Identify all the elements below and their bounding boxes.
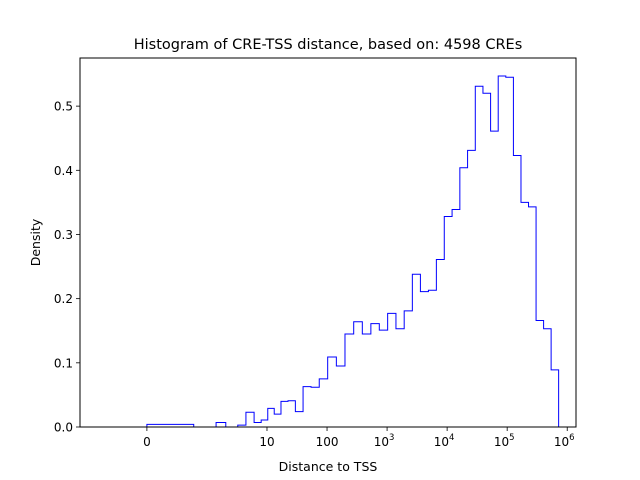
y-tick-label: 0.1 [54,356,73,370]
chart-title: Histogram of CRE-TSS distance, based on:… [134,37,523,53]
y-axis-ticks: 0.0 0.1 0.2 0.3 0.4 0.5 [54,100,80,435]
x-tick-label: 104 [434,433,455,449]
x-tick-label: 10 [259,435,274,449]
histogram-bars [146,75,560,428]
x-axis-ticks: 0 10 100 103 104 105 106 [143,427,575,449]
x-tick-label: 0 [143,435,151,449]
x-tick-label: 103 [374,433,395,449]
x-tick-label: 100 [316,435,339,449]
plot-frame [79,57,577,428]
x-axis-label: Distance to TSS [279,459,378,474]
y-tick-label: 0.5 [54,100,73,114]
histogram-step-line [146,75,560,428]
y-axis-label: Density [28,218,43,266]
y-tick-label: 0.0 [54,421,73,435]
y-tick-label: 0.2 [54,292,73,306]
y-tick-label: 0.3 [54,228,73,242]
x-tick-label: 106 [554,433,575,449]
x-tick-label: 105 [494,433,515,449]
y-tick-label: 0.4 [54,164,73,178]
